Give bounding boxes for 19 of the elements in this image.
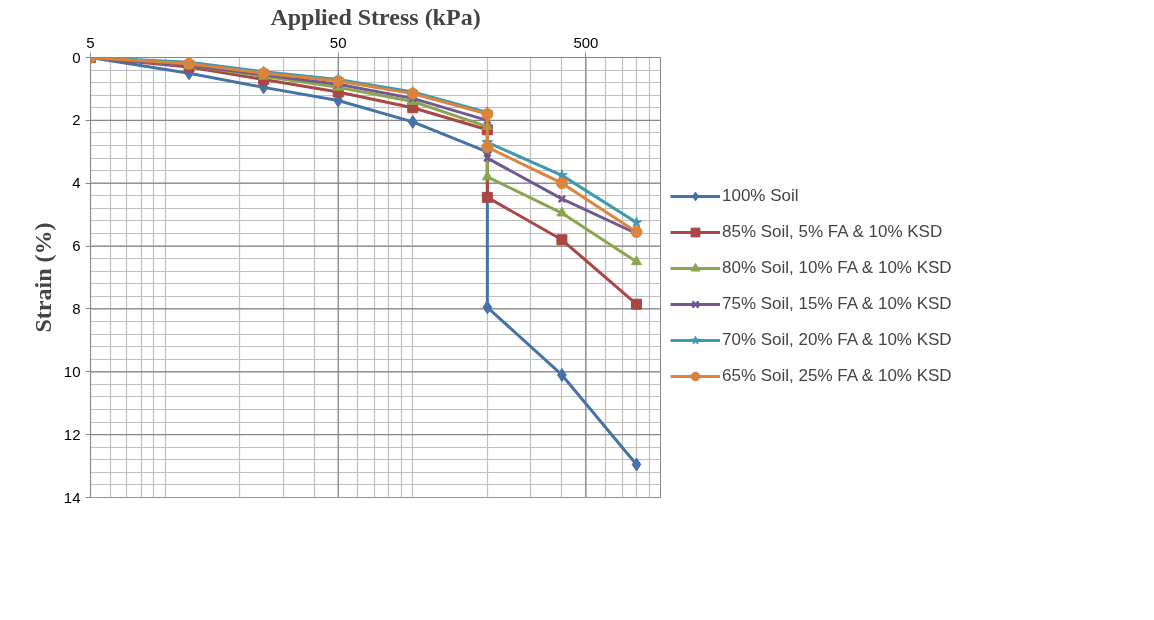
legend-label: 100% Soil [722, 186, 799, 206]
x-tick-label: 50 [329, 33, 347, 51]
x-axis-title: Applied Stress (kPa) [270, 3, 481, 30]
y-tick-label: 2 [72, 111, 81, 129]
y-tick-label: 4 [72, 174, 81, 192]
x-tick-label: 5 [86, 33, 95, 51]
legend-label: 65% Soil, 25% FA & 10% KSD [722, 366, 952, 386]
y-tick-label: 12 [63, 425, 81, 443]
legend-label: 70% Soil, 20% FA & 10% KSD [722, 330, 952, 350]
legend-label: 85% Soil, 5% FA & 10% KSD [722, 222, 943, 242]
x-tick-label: 500 [573, 33, 599, 51]
y-axis-title: Strain (%) [29, 222, 56, 333]
y-tick-label: 14 [63, 488, 81, 506]
y-tick-label: 8 [72, 299, 81, 317]
y-tick-label: 0 [72, 48, 81, 66]
legend-label: 75% Soil, 15% FA & 10% KSD [722, 294, 952, 314]
legend-label: 80% Soil, 10% FA & 10% KSD [722, 258, 952, 278]
y-tick-label: 10 [63, 362, 81, 380]
y-tick-label: 6 [72, 237, 81, 255]
